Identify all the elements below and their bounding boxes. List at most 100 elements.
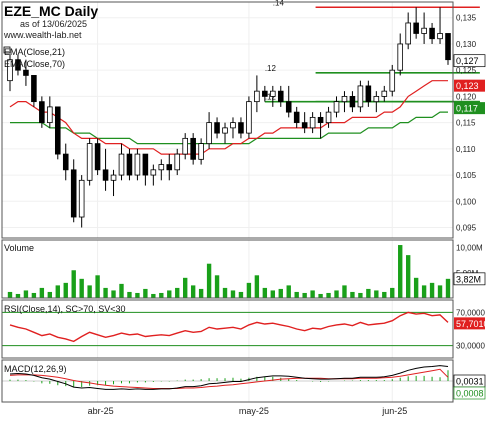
volume-bar (310, 290, 315, 298)
volume-bar (39, 287, 45, 298)
volume-bar (71, 270, 76, 298)
candle-body (262, 90, 268, 97)
candle-body (437, 33, 443, 40)
volume-bar (79, 278, 84, 298)
price-pane-frame (1, 1, 454, 239)
price-grid (2, 2, 453, 402)
level-annotation: .12 (265, 64, 277, 73)
candle-body (397, 43, 404, 71)
volume-bar (143, 288, 148, 298)
rsi-title: RSI(Close,14), SC>70, SV<30 (4, 304, 126, 314)
candle-body (7, 59, 13, 82)
candle-body (238, 122, 244, 134)
last-price-badge-box (454, 54, 485, 67)
ema21-line (9, 80, 448, 155)
volume-bar (135, 292, 140, 298)
rsi-tick-label: 30,0000 (456, 342, 485, 351)
candle-body (134, 153, 141, 176)
candle-body (222, 127, 228, 134)
volume-bar (111, 290, 116, 298)
candle-body (357, 85, 364, 108)
level-annotation: .14 (273, 0, 285, 7)
macd-title: MACD(12,26,9) (4, 364, 67, 374)
volume-bar (374, 290, 379, 298)
rsi-pane (2, 311, 453, 347)
candle-body (373, 96, 380, 103)
candle-body (270, 90, 276, 97)
candle-body (70, 169, 77, 218)
x-axis-labels: abr-25 may-25 jun-25 (88, 406, 408, 416)
candle-body (365, 85, 372, 103)
candle-body (86, 143, 93, 181)
volume-bar (445, 278, 451, 298)
volume-bar (206, 263, 212, 298)
price-tick-label: 0,115 (456, 119, 476, 128)
volume-bar (127, 291, 132, 298)
volume-bar (151, 293, 156, 298)
rsi-pane-frame (1, 299, 454, 359)
candle-body (150, 169, 157, 176)
volume-bar (262, 287, 268, 298)
candle-body (118, 153, 125, 176)
macd-signal-line (9, 368, 449, 389)
ema70-legend: EMA(Close,70) (4, 59, 65, 69)
volume-bar (405, 255, 411, 298)
candle-body (31, 75, 37, 103)
candle-body (142, 153, 149, 176)
last-price-badge-border (453, 54, 486, 68)
volume-bar (390, 287, 395, 298)
candle-body (174, 153, 181, 171)
volume-bar (413, 277, 419, 298)
level-annotation: .12 (265, 93, 277, 102)
chart-title: EZE_MC Daily (4, 3, 98, 19)
candle-body (126, 153, 133, 176)
ema21-legend: EMA(Close,21) (4, 47, 65, 57)
volume-bar (222, 287, 228, 298)
volume-bar (159, 292, 164, 298)
volume-bar (286, 285, 291, 298)
candle-body (62, 153, 69, 171)
volume-bar (47, 291, 53, 298)
volume-bar (103, 287, 108, 298)
candle-body (293, 111, 300, 124)
volume-value-badge: 3,82M (456, 274, 481, 284)
candle-body (405, 22, 411, 45)
candle-body (230, 122, 236, 129)
rsi-tick-label: 70,0000 (456, 308, 485, 317)
price-tick-label: 0,095 (456, 224, 477, 233)
candle-body (421, 27, 427, 34)
price-tick-label: 0,130 (456, 40, 477, 49)
volume-bar (342, 285, 347, 298)
price-tick-label: 0,100 (456, 197, 477, 206)
volume-bar (278, 288, 283, 298)
volume-bar (214, 275, 220, 298)
macd-line (9, 365, 449, 390)
price-tick-label: 0,120 (456, 92, 477, 101)
volume-bar (167, 290, 172, 298)
candle-body (78, 179, 85, 218)
volume-tick-label: 10,00M (456, 244, 483, 253)
volume-bar (15, 293, 21, 298)
candle-body (54, 106, 61, 155)
volume-bar (350, 291, 355, 298)
candle-body (158, 164, 165, 171)
candle-body (102, 169, 109, 181)
volume-bar (382, 291, 387, 298)
candle-body (301, 122, 308, 129)
volume-bar (23, 290, 29, 298)
volume-bars (7, 245, 451, 298)
candle-body (206, 122, 212, 145)
volume-bar (63, 282, 68, 298)
candle-body (341, 96, 348, 103)
rsi-value-badge: 57,7010 (456, 319, 489, 329)
volume-bar (55, 285, 60, 298)
volume-bar (429, 282, 435, 298)
candle-body (277, 90, 284, 103)
macd-signal-badge-border (453, 386, 486, 400)
candle-body (214, 122, 220, 134)
macd-pane (2, 365, 453, 390)
x-tick-label: jun-25 (381, 406, 407, 416)
volume-bar (7, 291, 13, 298)
candle-body (198, 143, 204, 160)
